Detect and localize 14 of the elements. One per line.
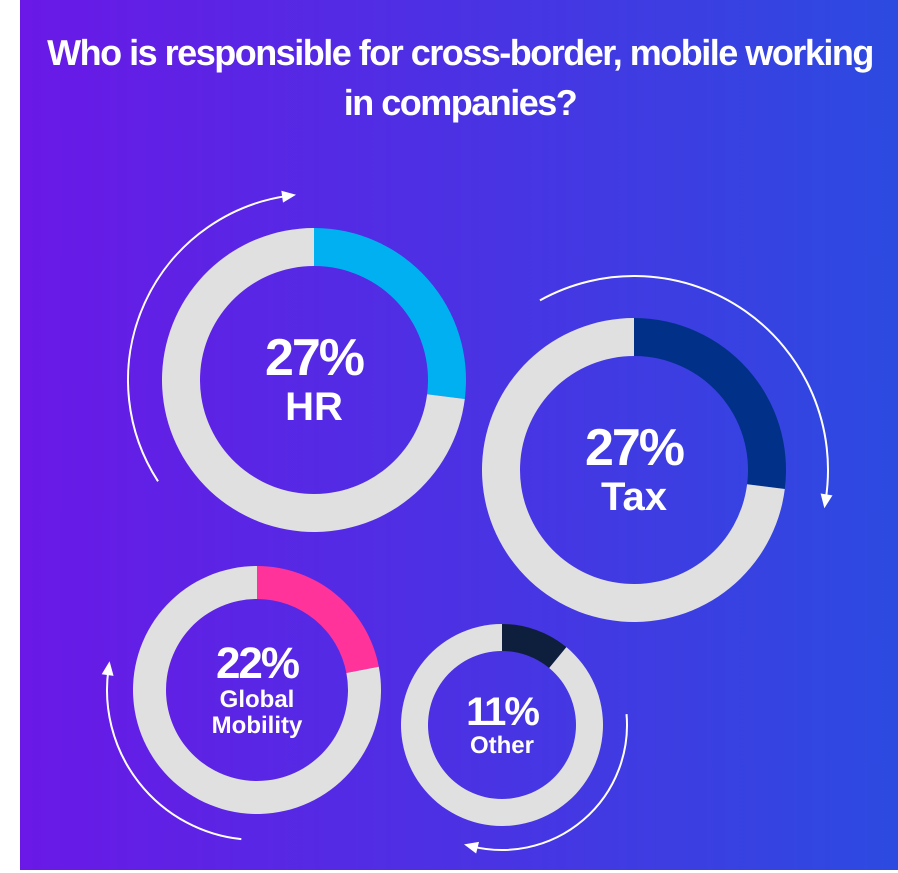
- slice-label: Other: [468, 732, 535, 760]
- donut-slice: [162, 228, 465, 532]
- donut-slice: [133, 566, 381, 814]
- slice-label: Global Mobility: [210, 686, 304, 740]
- donut-slice: [502, 624, 566, 668]
- donut-slice: [482, 318, 785, 622]
- slice-label: Tax: [600, 475, 668, 520]
- data-label: 11%: [465, 690, 540, 734]
- data-label: 27%: [584, 418, 685, 476]
- slice-label: HR: [284, 385, 344, 430]
- chart-title: Who is responsible for cross-border, mobile working in companies?: [46, 31, 874, 125]
- donut-slice: [401, 624, 603, 826]
- data-label: 22%: [214, 638, 300, 688]
- data-label: 27%: [264, 328, 365, 386]
